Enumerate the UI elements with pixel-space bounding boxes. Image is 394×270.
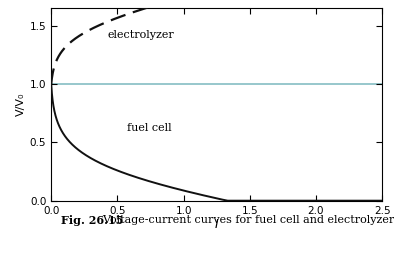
Text: fuel cell: fuel cell: [127, 123, 172, 133]
Text: Voltage-current curves for fuel cell and electrolyzer: Voltage-current curves for fuel cell and…: [96, 215, 394, 225]
Text: Fig. 26.15: Fig. 26.15: [61, 215, 124, 226]
X-axis label: I: I: [215, 218, 219, 231]
Text: electrolyzer: electrolyzer: [108, 30, 174, 40]
Y-axis label: V/V₀: V/V₀: [16, 93, 26, 116]
